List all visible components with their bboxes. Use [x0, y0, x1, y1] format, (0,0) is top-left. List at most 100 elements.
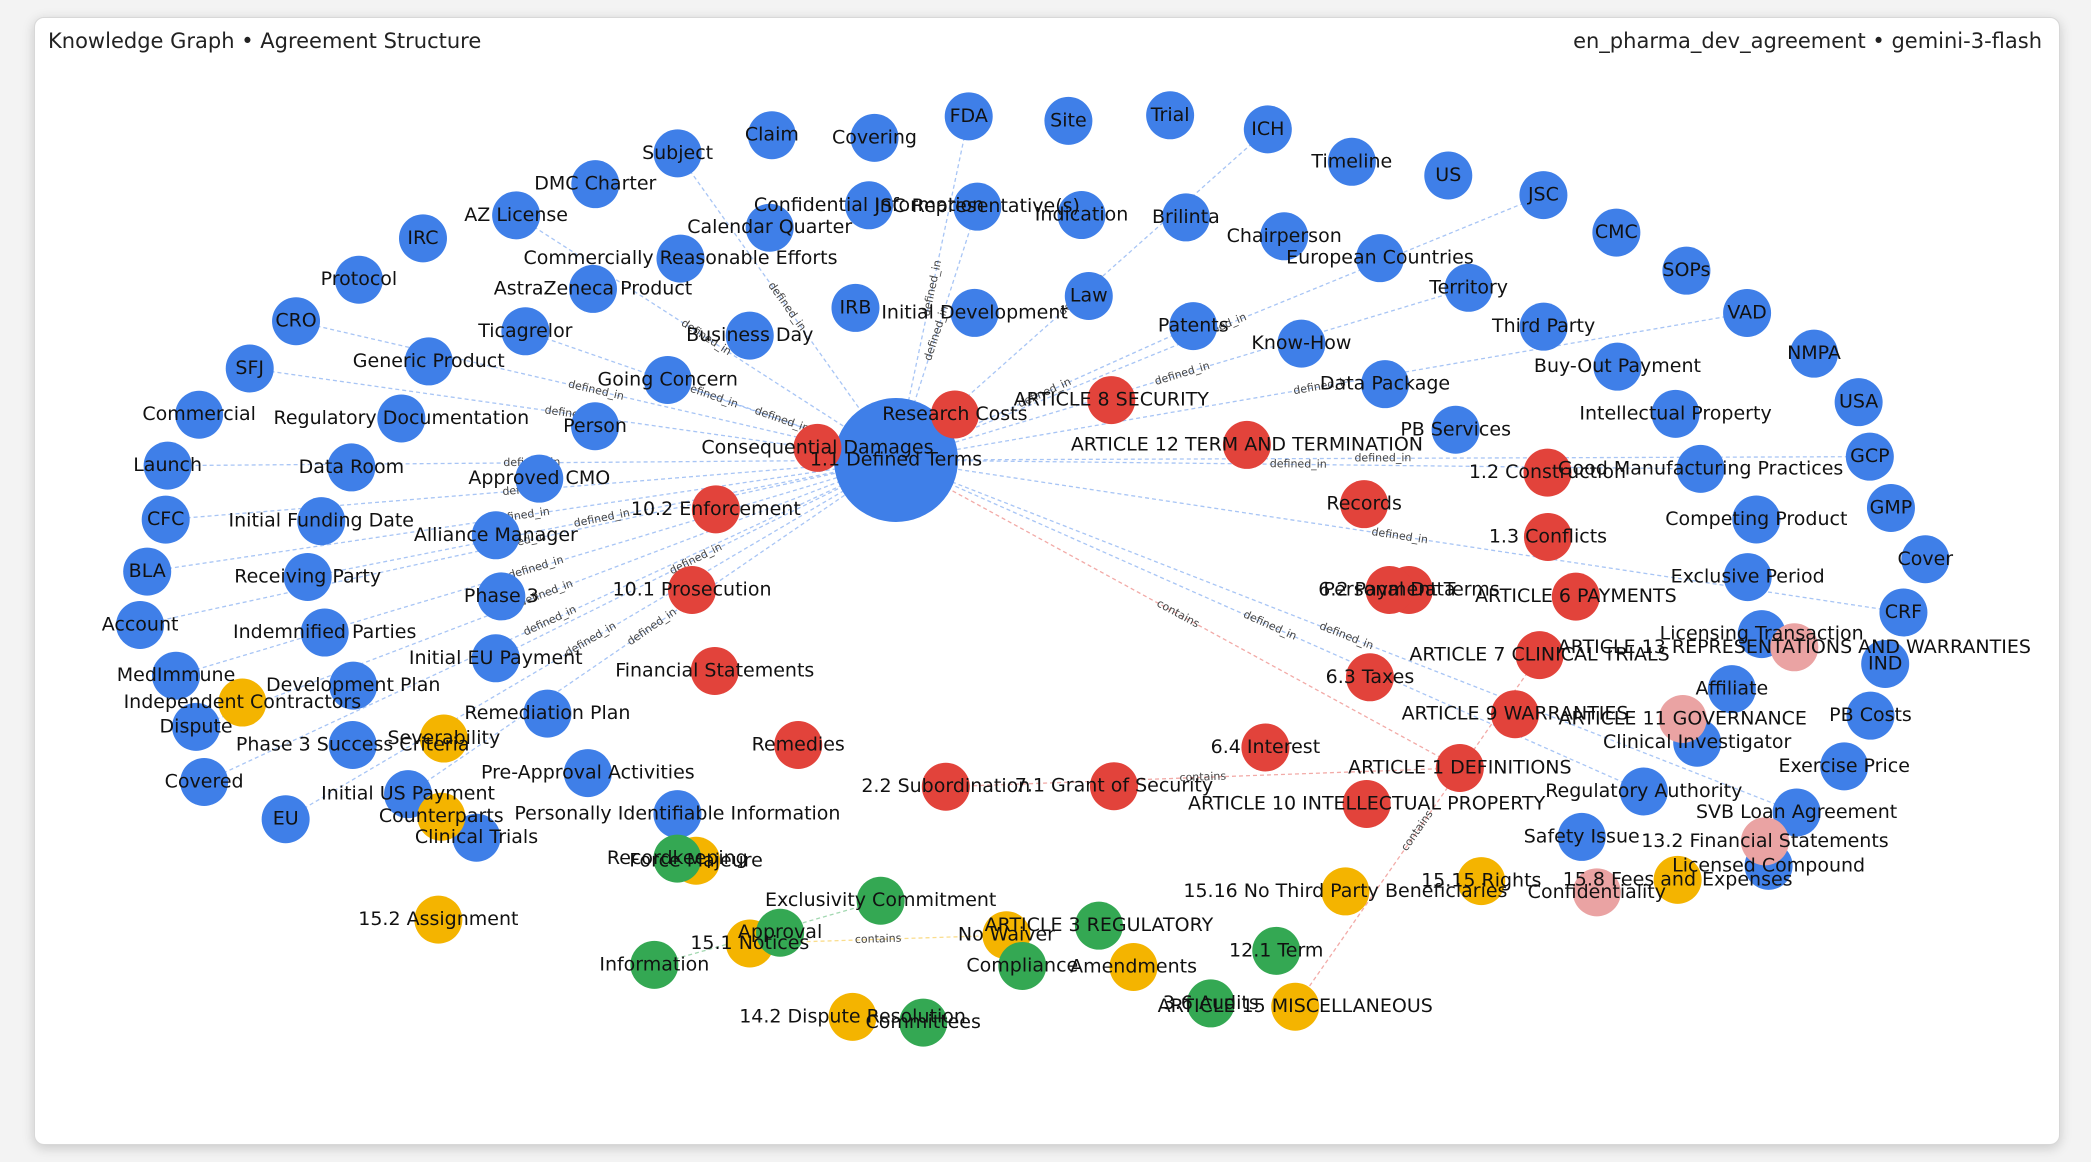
node	[1519, 171, 1568, 220]
node-label: IRB	[840, 296, 872, 318]
node	[1846, 691, 1895, 740]
edge	[147, 459, 897, 573]
node	[1772, 788, 1821, 837]
node-label: Third Party	[1491, 315, 1595, 337]
node-label: Amendments	[1070, 955, 1197, 977]
node	[656, 234, 705, 283]
node-label: Safety Issue	[1524, 825, 1640, 847]
node-label: European Countries	[1286, 247, 1474, 269]
node	[1342, 779, 1391, 828]
node-label: Committees	[866, 1011, 981, 1033]
node-label: SVB Loan Agreement	[1696, 801, 1897, 823]
node-label: Receiving Party	[234, 565, 381, 587]
node-label: Licensing Transaction	[1660, 623, 1864, 645]
node	[1457, 857, 1506, 906]
node	[1064, 272, 1113, 321]
node	[1845, 432, 1894, 481]
node-label: Brilinta	[1152, 206, 1220, 228]
edge-label: contains	[1155, 597, 1202, 631]
node	[1523, 448, 1572, 497]
edge	[945, 767, 1460, 788]
node	[653, 129, 702, 178]
node-label: 6.2 Payment Terms	[1318, 579, 1499, 601]
node	[414, 895, 463, 944]
edge	[895, 194, 1544, 461]
node	[1572, 868, 1621, 917]
node-label: Recordkeeping	[607, 847, 748, 869]
node	[1109, 942, 1158, 991]
node	[1345, 653, 1394, 702]
node-label: Good Manufacturing Practices	[1558, 457, 1843, 479]
node-label: PB Costs	[1829, 704, 1912, 726]
node	[1619, 767, 1668, 816]
node-label: Licensed Compound	[1672, 854, 1865, 876]
node-label: Initial Development	[881, 301, 1068, 323]
node	[1260, 212, 1309, 261]
node	[691, 485, 740, 534]
node-label: Chairperson	[1227, 225, 1342, 247]
node	[1252, 926, 1301, 975]
node	[328, 721, 377, 770]
node	[1186, 979, 1235, 1028]
node	[1169, 302, 1218, 351]
node-label: EU	[273, 808, 299, 830]
node	[471, 634, 520, 683]
edge-label: defined_in	[521, 603, 578, 639]
node	[1676, 444, 1725, 493]
node-label: JSC Representative(s)	[874, 195, 1080, 217]
edge	[667, 379, 897, 461]
node-label: 12.1 Term	[1229, 939, 1323, 961]
node-label: Phase 3	[464, 585, 539, 607]
node-label: Clinical Investigator	[1603, 731, 1792, 753]
node-label: 1.2 Construction	[1469, 461, 1626, 483]
edge	[895, 459, 1797, 814]
node-label: ARTICLE 15 MISCELLANEOUS	[1158, 995, 1433, 1017]
edge	[515, 214, 897, 461]
edge-label: contains	[855, 932, 902, 946]
node-label: Commercially Reasonable Efforts	[523, 247, 837, 269]
node	[756, 908, 805, 957]
node-label: Independent Contractors	[124, 691, 362, 713]
node	[653, 834, 702, 883]
node	[944, 92, 993, 141]
node	[1161, 193, 1210, 242]
node	[725, 311, 774, 360]
node	[398, 214, 447, 263]
node-label: Initial Funding Date	[229, 510, 414, 532]
node	[1243, 105, 1292, 154]
node-label: Severability	[387, 727, 500, 749]
node	[1431, 405, 1480, 454]
node-label: Force Majeure	[629, 849, 763, 871]
node	[1593, 342, 1642, 391]
edge	[407, 459, 897, 795]
node	[1523, 512, 1572, 561]
node	[1361, 360, 1410, 409]
node	[1662, 246, 1711, 295]
node	[953, 182, 1002, 231]
node-label: BLA	[129, 560, 166, 582]
node	[1327, 137, 1376, 186]
node	[283, 552, 332, 601]
node-label: Pre-Approval Activities	[481, 762, 695, 784]
node-label: Indication	[1035, 204, 1128, 226]
node-label: Development Plan	[266, 674, 440, 696]
node-label: Territory	[1428, 276, 1508, 298]
node-label: Alliance Manager	[414, 524, 578, 546]
node-label: Dispute	[160, 715, 233, 737]
node-label: Intellectual Property	[1579, 402, 1771, 424]
node-label: 10.1 Prosecution	[613, 579, 772, 601]
node-label: 6.4 Interest	[1211, 736, 1320, 758]
node	[152, 651, 201, 700]
node	[1789, 329, 1838, 378]
node-label: No Waiver	[958, 924, 1055, 946]
node	[175, 390, 224, 439]
node-label: 13.2 Financial Statements	[1641, 830, 1888, 852]
edge-label: contains	[1179, 770, 1226, 785]
edge	[895, 325, 1194, 461]
node-label: CRF	[1885, 601, 1922, 623]
node	[1074, 901, 1123, 950]
node	[1321, 867, 1370, 916]
node	[492, 191, 541, 240]
node-label: 15.16 No Third Party Beneficiaries	[1183, 880, 1507, 902]
